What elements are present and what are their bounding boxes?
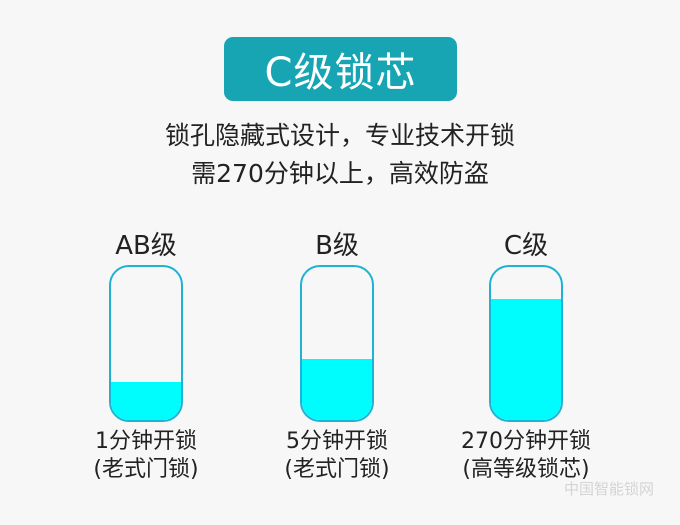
level-tube [300,265,374,422]
caption-type: (老式门锁) [284,457,390,482]
level-fill [111,381,181,420]
caption-type: (老式门锁) [93,457,199,482]
grade-label: B级 [315,231,359,261]
level-tube [109,265,183,422]
caption-time: 270分钟开锁 [461,429,591,454]
caption-time: 5分钟开锁 [286,429,388,454]
title-banner: C级锁芯 [224,37,457,101]
watermark: 中国智能锁网 [563,480,654,498]
level-tube [489,265,563,422]
level-fill [491,299,561,420]
subtitle-line-2: 需270分钟以上，高效防盗 [191,159,489,188]
level-b: B级 5分钟开锁 (老式门锁) [257,228,417,484]
subtitle-line-1: 锁孔隐藏式设计，专业技术开锁 [164,121,515,150]
grade-label: C级 [503,231,549,261]
grade-label: AB级 [115,231,177,261]
caption-time: 1分钟开锁 [95,429,197,454]
caption-type: (高等级锁芯) [462,457,590,482]
level-ab: AB级 1分钟开锁 (老式门锁) [66,228,226,484]
banner-title: C级锁芯 [264,50,417,96]
level-fill [302,358,372,420]
level-c: C级 270分钟开锁 (高等级锁芯) [446,228,606,484]
